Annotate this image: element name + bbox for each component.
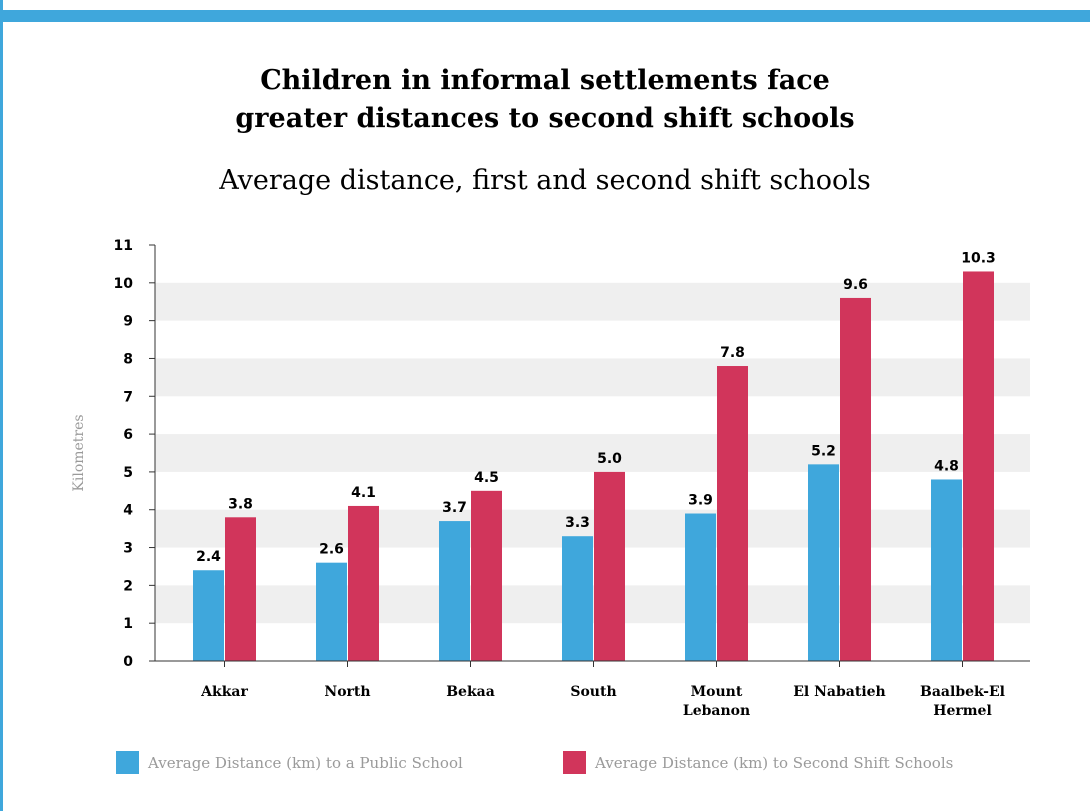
y-axis: 0 1 2 3 4 5 6 7 8 9 10 11 (114, 238, 156, 670)
x-category-label: Baalbek-El (920, 684, 1005, 700)
chart-title: Children in informal settlements face gre… (0, 62, 1090, 138)
y-tick-label: 7 (123, 389, 133, 405)
y-tick-label: 0 (123, 654, 133, 670)
public-school-bar (931, 479, 962, 661)
chart-title-line: Children in informal settlements face (260, 65, 830, 96)
legend-label: Average Distance (km) to Second Shift Sc… (594, 754, 953, 772)
y-tick-label: 10 (114, 276, 134, 292)
y-axis-title: Kilometres (71, 414, 87, 491)
public-school-bar (439, 521, 470, 661)
legend: Average Distance (km) to a Public School… (116, 751, 953, 774)
y-tick-label: 11 (114, 238, 133, 254)
y-tick-label: 5 (123, 465, 133, 481)
second-shift-bar (963, 271, 994, 661)
bar-value-label: 2.4 (196, 549, 221, 565)
bar-group: 3.9 7.8 (685, 345, 748, 661)
x-category-label: Mount (691, 684, 743, 700)
x-category-label: North (324, 684, 370, 700)
y-tick-label: 2 (123, 578, 133, 594)
y-tick-label: 8 (123, 351, 133, 367)
second-shift-bar (840, 297, 871, 661)
bar-group: 5.2 9.6 (808, 277, 871, 661)
y-tick-label: 3 (123, 541, 133, 557)
y-tick-label: 9 (123, 314, 133, 330)
public-school-bar (685, 513, 716, 661)
second-shift-bar (594, 471, 625, 661)
second-shift-bar (348, 505, 379, 661)
bar-value-label: 4.1 (351, 485, 376, 501)
bars-layer: 2.4 3.8 2.6 4.1 3.7 4.5 3.3 5.0 3.9 7.8 5.2 9.6 4.8 1… (193, 250, 996, 661)
bar-value-label: 5.2 (811, 443, 836, 459)
bar-value-label: 5.0 (597, 451, 622, 467)
public-school-bar (316, 562, 347, 661)
public-school-bar (193, 570, 224, 661)
x-category-label: Akkar (200, 684, 248, 700)
legend-swatch-public (116, 751, 139, 774)
x-axis: Akkar North Bekaa South Mount Lebanon El Nabat… (155, 660, 1030, 719)
y-tick-label: 4 (123, 503, 133, 519)
grid-band (155, 358, 1030, 397)
legend-label: Average Distance (km) to a Public School (147, 754, 463, 772)
x-category-label: Bekaa (446, 684, 495, 700)
chart-subtitle: Average distance, first and second shift… (219, 165, 871, 196)
bar-value-label: 4.5 (474, 470, 499, 486)
bar-value-label: 3.7 (442, 500, 467, 516)
second-shift-bar (717, 366, 748, 661)
y-tick-label: 6 (123, 427, 133, 443)
bar-value-label: 3.3 (565, 515, 590, 531)
bar-group: 2.4 3.8 (193, 496, 256, 661)
bar-value-label: 7.8 (720, 345, 745, 361)
chart-title-line: greater distances to second shift school… (235, 103, 855, 134)
legend-swatch-second-shift (563, 751, 586, 774)
x-category-label: Hermel (933, 703, 992, 719)
grid-band (155, 434, 1030, 472)
bar-value-label: 9.6 (843, 277, 868, 293)
top-accent-bar (3, 10, 1090, 22)
grid-band (155, 282, 1030, 321)
bar-group: 4.8 10.3 (931, 250, 996, 661)
second-shift-bar (225, 517, 256, 661)
second-shift-bar (471, 490, 502, 661)
x-category-label: El Nabatieh (793, 684, 885, 700)
public-school-bar (808, 464, 839, 661)
bar-value-label: 2.6 (319, 542, 344, 558)
public-school-bar (562, 536, 593, 661)
bar-value-label: 10.3 (961, 250, 996, 266)
bar-group: 2.6 4.1 (316, 485, 379, 661)
y-tick-label: 1 (123, 616, 133, 632)
bar-value-label: 4.8 (934, 458, 959, 474)
bar-value-label: 3.8 (228, 496, 253, 512)
bar-value-label: 3.9 (688, 493, 713, 509)
bar-group: 3.7 4.5 (439, 470, 502, 661)
x-category-label: Lebanon (683, 703, 750, 719)
x-category-label: South (570, 684, 616, 700)
bar-group: 3.3 5.0 (562, 451, 625, 661)
grid-bands (155, 282, 1030, 624)
